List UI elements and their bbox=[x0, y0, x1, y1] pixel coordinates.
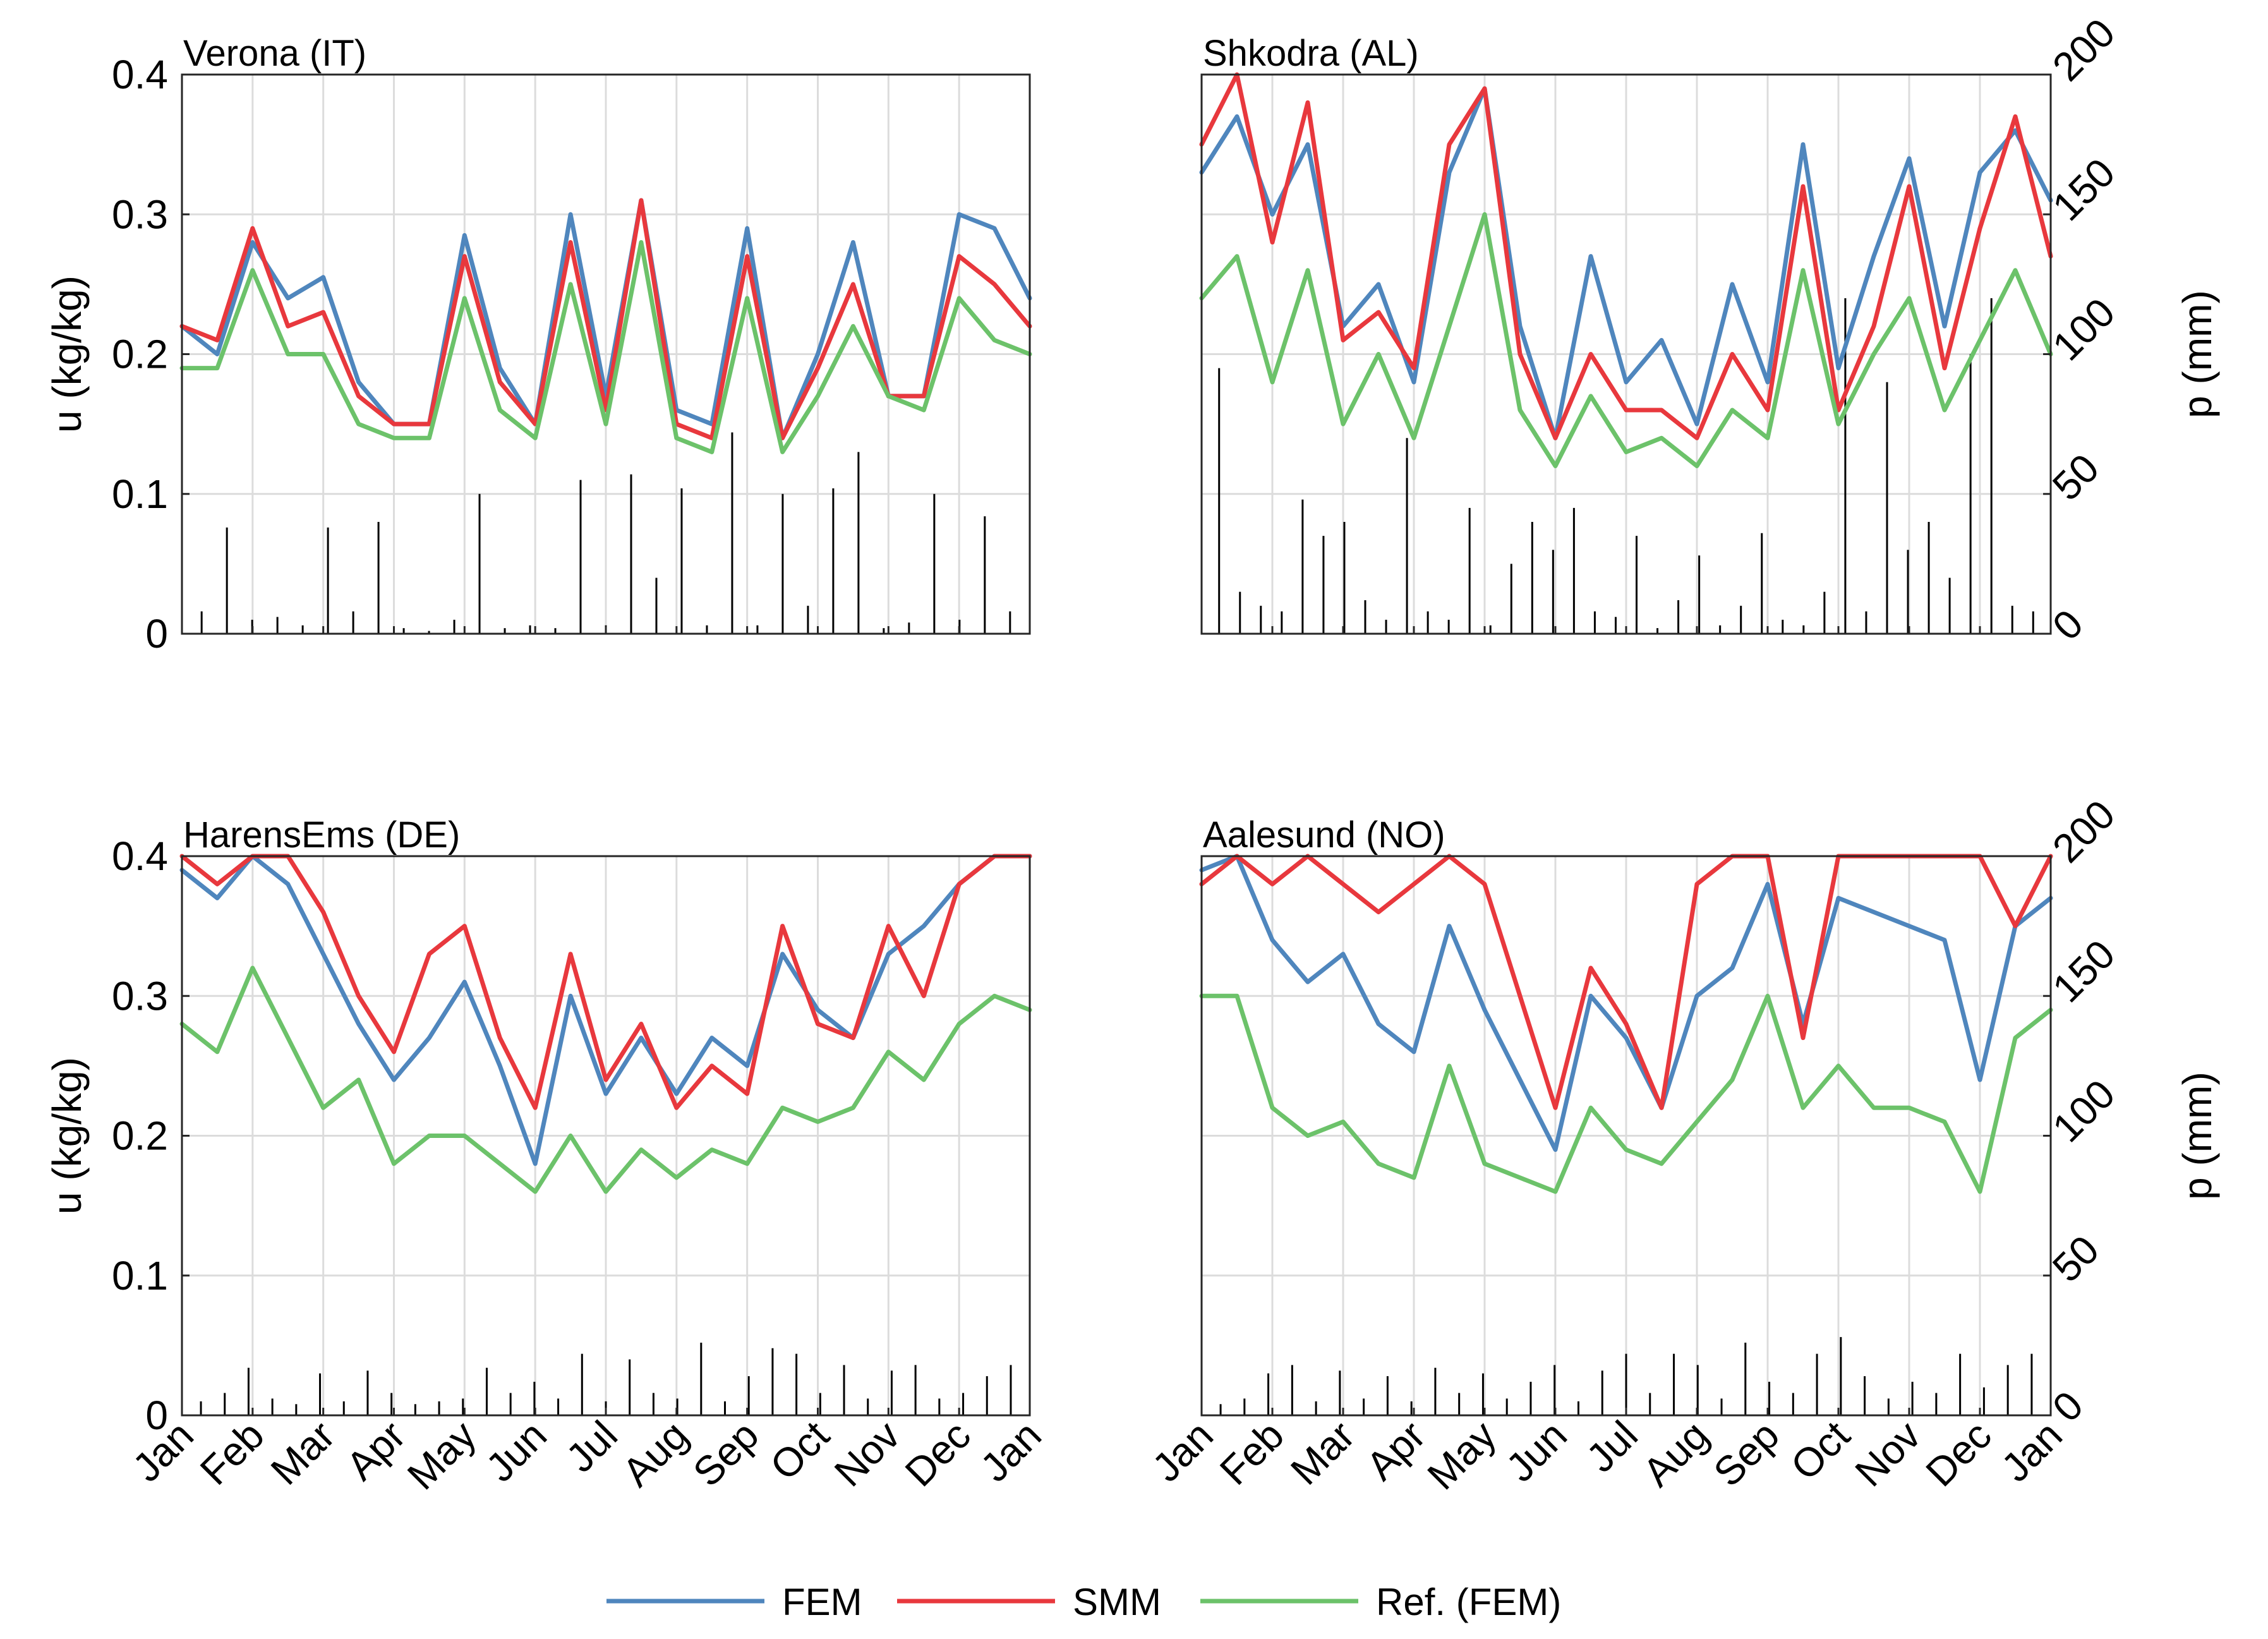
x-tick-label: Sep bbox=[684, 1412, 767, 1495]
x-tick-label: Jun bbox=[477, 1412, 555, 1491]
x-tick-label: Nov bbox=[826, 1412, 908, 1495]
x-tick-label: Jan bbox=[1143, 1412, 1222, 1491]
y-tick-label: 0.1 bbox=[112, 1253, 168, 1298]
x-tick-label: May bbox=[399, 1412, 485, 1498]
y-tick-label: 0.1 bbox=[112, 471, 168, 517]
y-tick-label: 0 bbox=[145, 1393, 168, 1438]
panel-title: Verona (IT) bbox=[183, 33, 366, 74]
series-line-fem bbox=[179, 854, 1032, 1166]
y-tick-label: 0.3 bbox=[112, 191, 168, 237]
series-line-ref-fem bbox=[179, 965, 1032, 1194]
x-tick-label: Dec bbox=[896, 1412, 979, 1495]
y-tick-label: 0.4 bbox=[112, 52, 168, 97]
right-y-tick-label: 150 bbox=[2044, 931, 2123, 1011]
series-line-ref-fem bbox=[179, 240, 1032, 454]
series-line-smm bbox=[179, 854, 1032, 1110]
series-line-fem bbox=[1199, 854, 2053, 1152]
right-y-tick-label: 50 bbox=[2044, 1226, 2108, 1290]
panel-title: HarensEms (DE) bbox=[183, 814, 460, 856]
right-y-tick-label: 100 bbox=[2044, 289, 2123, 369]
series-line-smm bbox=[1199, 72, 2053, 440]
y-tick-label: 0.2 bbox=[112, 1113, 168, 1159]
x-tick-label: Jan bbox=[124, 1412, 202, 1491]
panel-title: Aalesund (NO) bbox=[1203, 814, 1445, 856]
x-tick-label: Feb bbox=[1211, 1412, 1293, 1494]
x-tick-label: Mar bbox=[1282, 1412, 1363, 1494]
panel-3: HarensEms (DE)00.10.20.30.4u (kg/kg)JanF… bbox=[44, 814, 1050, 1498]
x-tick-label: Jul bbox=[1577, 1412, 1646, 1481]
x-tick-label: Sep bbox=[1704, 1412, 1787, 1495]
legend-label: Ref. (FEM) bbox=[1376, 1581, 1561, 1623]
series-line-ref-fem bbox=[1199, 212, 2053, 468]
panel-1: Verona (IT) 0 0.1 0.2 0.3 0.4 u (kg/kg) bbox=[44, 33, 1032, 656]
right-y-tick-label: 100 bbox=[2044, 1071, 2123, 1151]
x-tick-label: Jan bbox=[972, 1412, 1050, 1491]
x-tick-label: Jan bbox=[1993, 1412, 2071, 1491]
y-axis-label: u (kg/kg) bbox=[44, 1057, 90, 1214]
x-tick-label: Oct bbox=[761, 1412, 838, 1489]
x-tick-label: Feb bbox=[191, 1412, 273, 1494]
x-tick-label: Aug bbox=[1634, 1412, 1716, 1495]
legend-label: FEM bbox=[782, 1581, 862, 1623]
y-axis-label: u (kg/kg) bbox=[44, 275, 90, 433]
right-y-tick-label: 50 bbox=[2044, 445, 2108, 509]
x-tick-label: Dec bbox=[1917, 1412, 2000, 1495]
y-tick-label: 0 bbox=[145, 611, 168, 656]
x-tick-label: Apr bbox=[1358, 1412, 1434, 1489]
y-tick-label: 0.3 bbox=[112, 973, 168, 1019]
x-tick-label: May bbox=[1418, 1412, 1504, 1498]
right-y-tick-label: 150 bbox=[2044, 150, 2123, 229]
x-tick-label: Oct bbox=[1782, 1412, 1859, 1489]
x-tick-label: Jun bbox=[1497, 1412, 1576, 1491]
legend: FEM SMM Ref. (FEM) bbox=[606, 1581, 1561, 1623]
right-y-tick-label: 200 bbox=[2044, 9, 2123, 89]
x-tick-label: Nov bbox=[1847, 1412, 1929, 1495]
right-y-axis-label: p (mm) bbox=[2175, 290, 2220, 418]
x-tick-label: Jul bbox=[557, 1412, 626, 1481]
legend-label: SMM bbox=[1073, 1581, 1161, 1623]
x-tick-label: Apr bbox=[337, 1412, 414, 1489]
x-tick-label: Aug bbox=[613, 1412, 696, 1495]
y-tick-label: 0.2 bbox=[112, 332, 168, 377]
series-line-ref-fem bbox=[1199, 993, 2053, 1194]
x-tick-label: Mar bbox=[262, 1412, 344, 1494]
panel-title: Shkodra (AL) bbox=[1203, 33, 1419, 74]
right-y-tick-label: 200 bbox=[2044, 791, 2123, 871]
y-tick-label: 0.4 bbox=[112, 833, 168, 879]
right-y-axis-label: p (mm) bbox=[2175, 1072, 2220, 1200]
